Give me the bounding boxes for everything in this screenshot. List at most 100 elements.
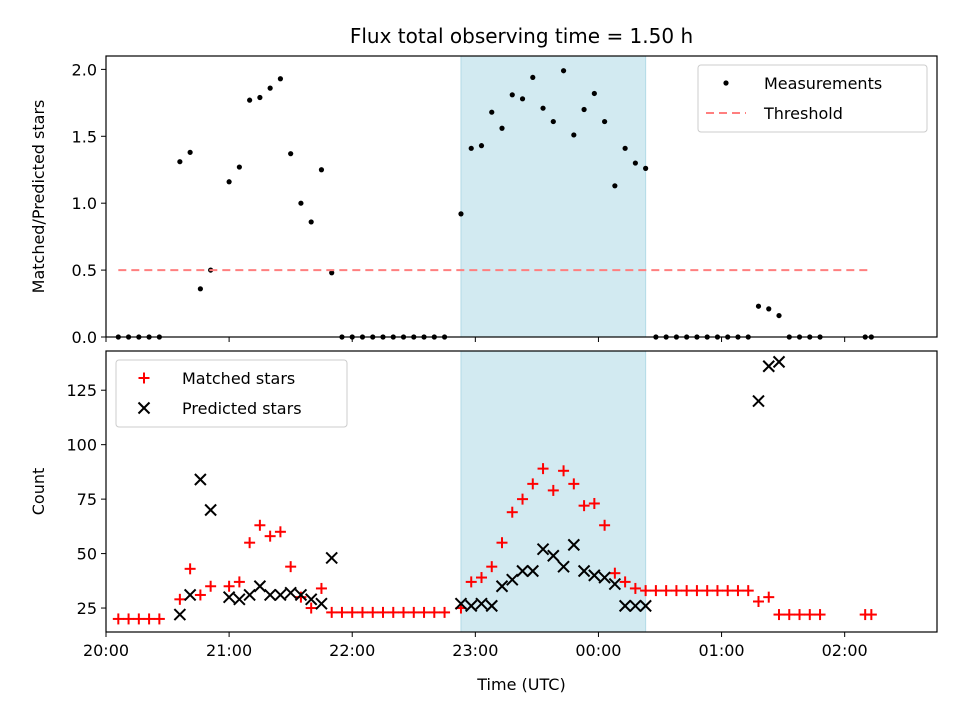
- data-point: [547, 549, 560, 562]
- x-b: [752, 394, 765, 408]
- data-point: [284, 586, 297, 599]
- data-point: [783, 609, 795, 621]
- data-point: [263, 588, 277, 602]
- y-tick-label: 0.5: [72, 261, 97, 280]
- data-point: [742, 585, 754, 597]
- x-b: [454, 597, 468, 610]
- data-point: [336, 606, 348, 618]
- data-point: [454, 597, 468, 610]
- legend-box: [697, 64, 928, 133]
- legend: Matched stars Predicted stars: [115, 359, 348, 428]
- data-point: [475, 597, 488, 610]
- data-point: [762, 360, 775, 373]
- legend-marker-x: [137, 401, 151, 415]
- data-point: [253, 580, 267, 593]
- y-tick-label: 50: [77, 545, 97, 564]
- data-point: [650, 585, 662, 597]
- data-point: [233, 593, 246, 606]
- data-point: [588, 497, 600, 509]
- data-point: [325, 551, 338, 565]
- data-point: [509, 92, 515, 98]
- data-point: [567, 538, 581, 552]
- y-tick-label: 1.5: [72, 127, 97, 146]
- series-predicted-stars: [173, 355, 786, 621]
- legend-label: Matched stars: [182, 369, 295, 388]
- data-point: [468, 145, 474, 151]
- data-point: [223, 580, 235, 592]
- data-point: [516, 564, 529, 578]
- data-point: [173, 608, 187, 621]
- data-point: [418, 606, 430, 618]
- data-point: [254, 519, 266, 531]
- bottom-panel: 25 50 75 100 125 20:00 21:00 22:00 23:00 00:00 01:…: [29, 350, 938, 694]
- data-point: [329, 270, 335, 276]
- x-tick-label: 21:00: [206, 641, 252, 660]
- data-point: [681, 585, 693, 597]
- x-b: [485, 599, 498, 613]
- data-point: [308, 219, 314, 225]
- data-point: [599, 519, 611, 531]
- x-b: [465, 599, 478, 613]
- data-point: [485, 599, 498, 613]
- data-point: [722, 585, 734, 597]
- data-point: [204, 503, 217, 517]
- data-point: [356, 606, 368, 618]
- data-point: [557, 560, 570, 573]
- data-point: [577, 564, 591, 578]
- data-point: [536, 543, 550, 556]
- x-b: [233, 593, 246, 606]
- data-point: [629, 582, 641, 594]
- data-point: [547, 484, 559, 496]
- data-point: [294, 588, 308, 602]
- data-point: [608, 577, 622, 591]
- x-b: [304, 593, 318, 606]
- x-b: [577, 564, 591, 578]
- x-b: [629, 599, 642, 613]
- data-point: [558, 465, 570, 477]
- x-b: [526, 564, 539, 578]
- data-point: [499, 125, 505, 131]
- x-b: [495, 580, 509, 593]
- x-b: [284, 586, 297, 599]
- data-point: [602, 118, 608, 125]
- data-point: [506, 573, 519, 586]
- data-point: [629, 599, 642, 613]
- data-point: [123, 613, 135, 625]
- x-tick-label: 20:00: [83, 641, 129, 660]
- data-point: [755, 303, 762, 309]
- x-b: [567, 538, 581, 552]
- data-point: [346, 606, 358, 618]
- data-point: [305, 602, 317, 614]
- data-point: [475, 572, 487, 584]
- data-point: [236, 164, 242, 170]
- legend-label: Predicted stars: [182, 399, 302, 418]
- chart-title: Flux total observing time = 1.50 h: [350, 24, 693, 48]
- x-tick-label: 02:00: [822, 641, 868, 660]
- data-point: [537, 463, 549, 475]
- x-b: [263, 588, 277, 602]
- data-point: [612, 183, 618, 189]
- y-tick-label: 75: [77, 490, 97, 509]
- data-point: [814, 609, 826, 621]
- x-b: [516, 564, 529, 578]
- data-point: [486, 561, 498, 573]
- data-point: [776, 312, 782, 319]
- x-b: [547, 549, 560, 562]
- x-b: [274, 588, 287, 602]
- y-tick-label: 2.0: [72, 60, 97, 79]
- x-b: [588, 569, 601, 582]
- data-point: [318, 167, 325, 173]
- data-point: [398, 606, 410, 618]
- data-point: [581, 106, 587, 113]
- data-point: [315, 597, 328, 610]
- x-b: [294, 588, 308, 602]
- data-point: [226, 179, 232, 185]
- y-tick-label: 1.0: [72, 194, 97, 213]
- x-b: [243, 588, 256, 602]
- data-point: [752, 596, 764, 608]
- data-point: [174, 593, 186, 605]
- x-b: [608, 577, 622, 591]
- data-point: [183, 588, 197, 602]
- data-point: [428, 606, 440, 618]
